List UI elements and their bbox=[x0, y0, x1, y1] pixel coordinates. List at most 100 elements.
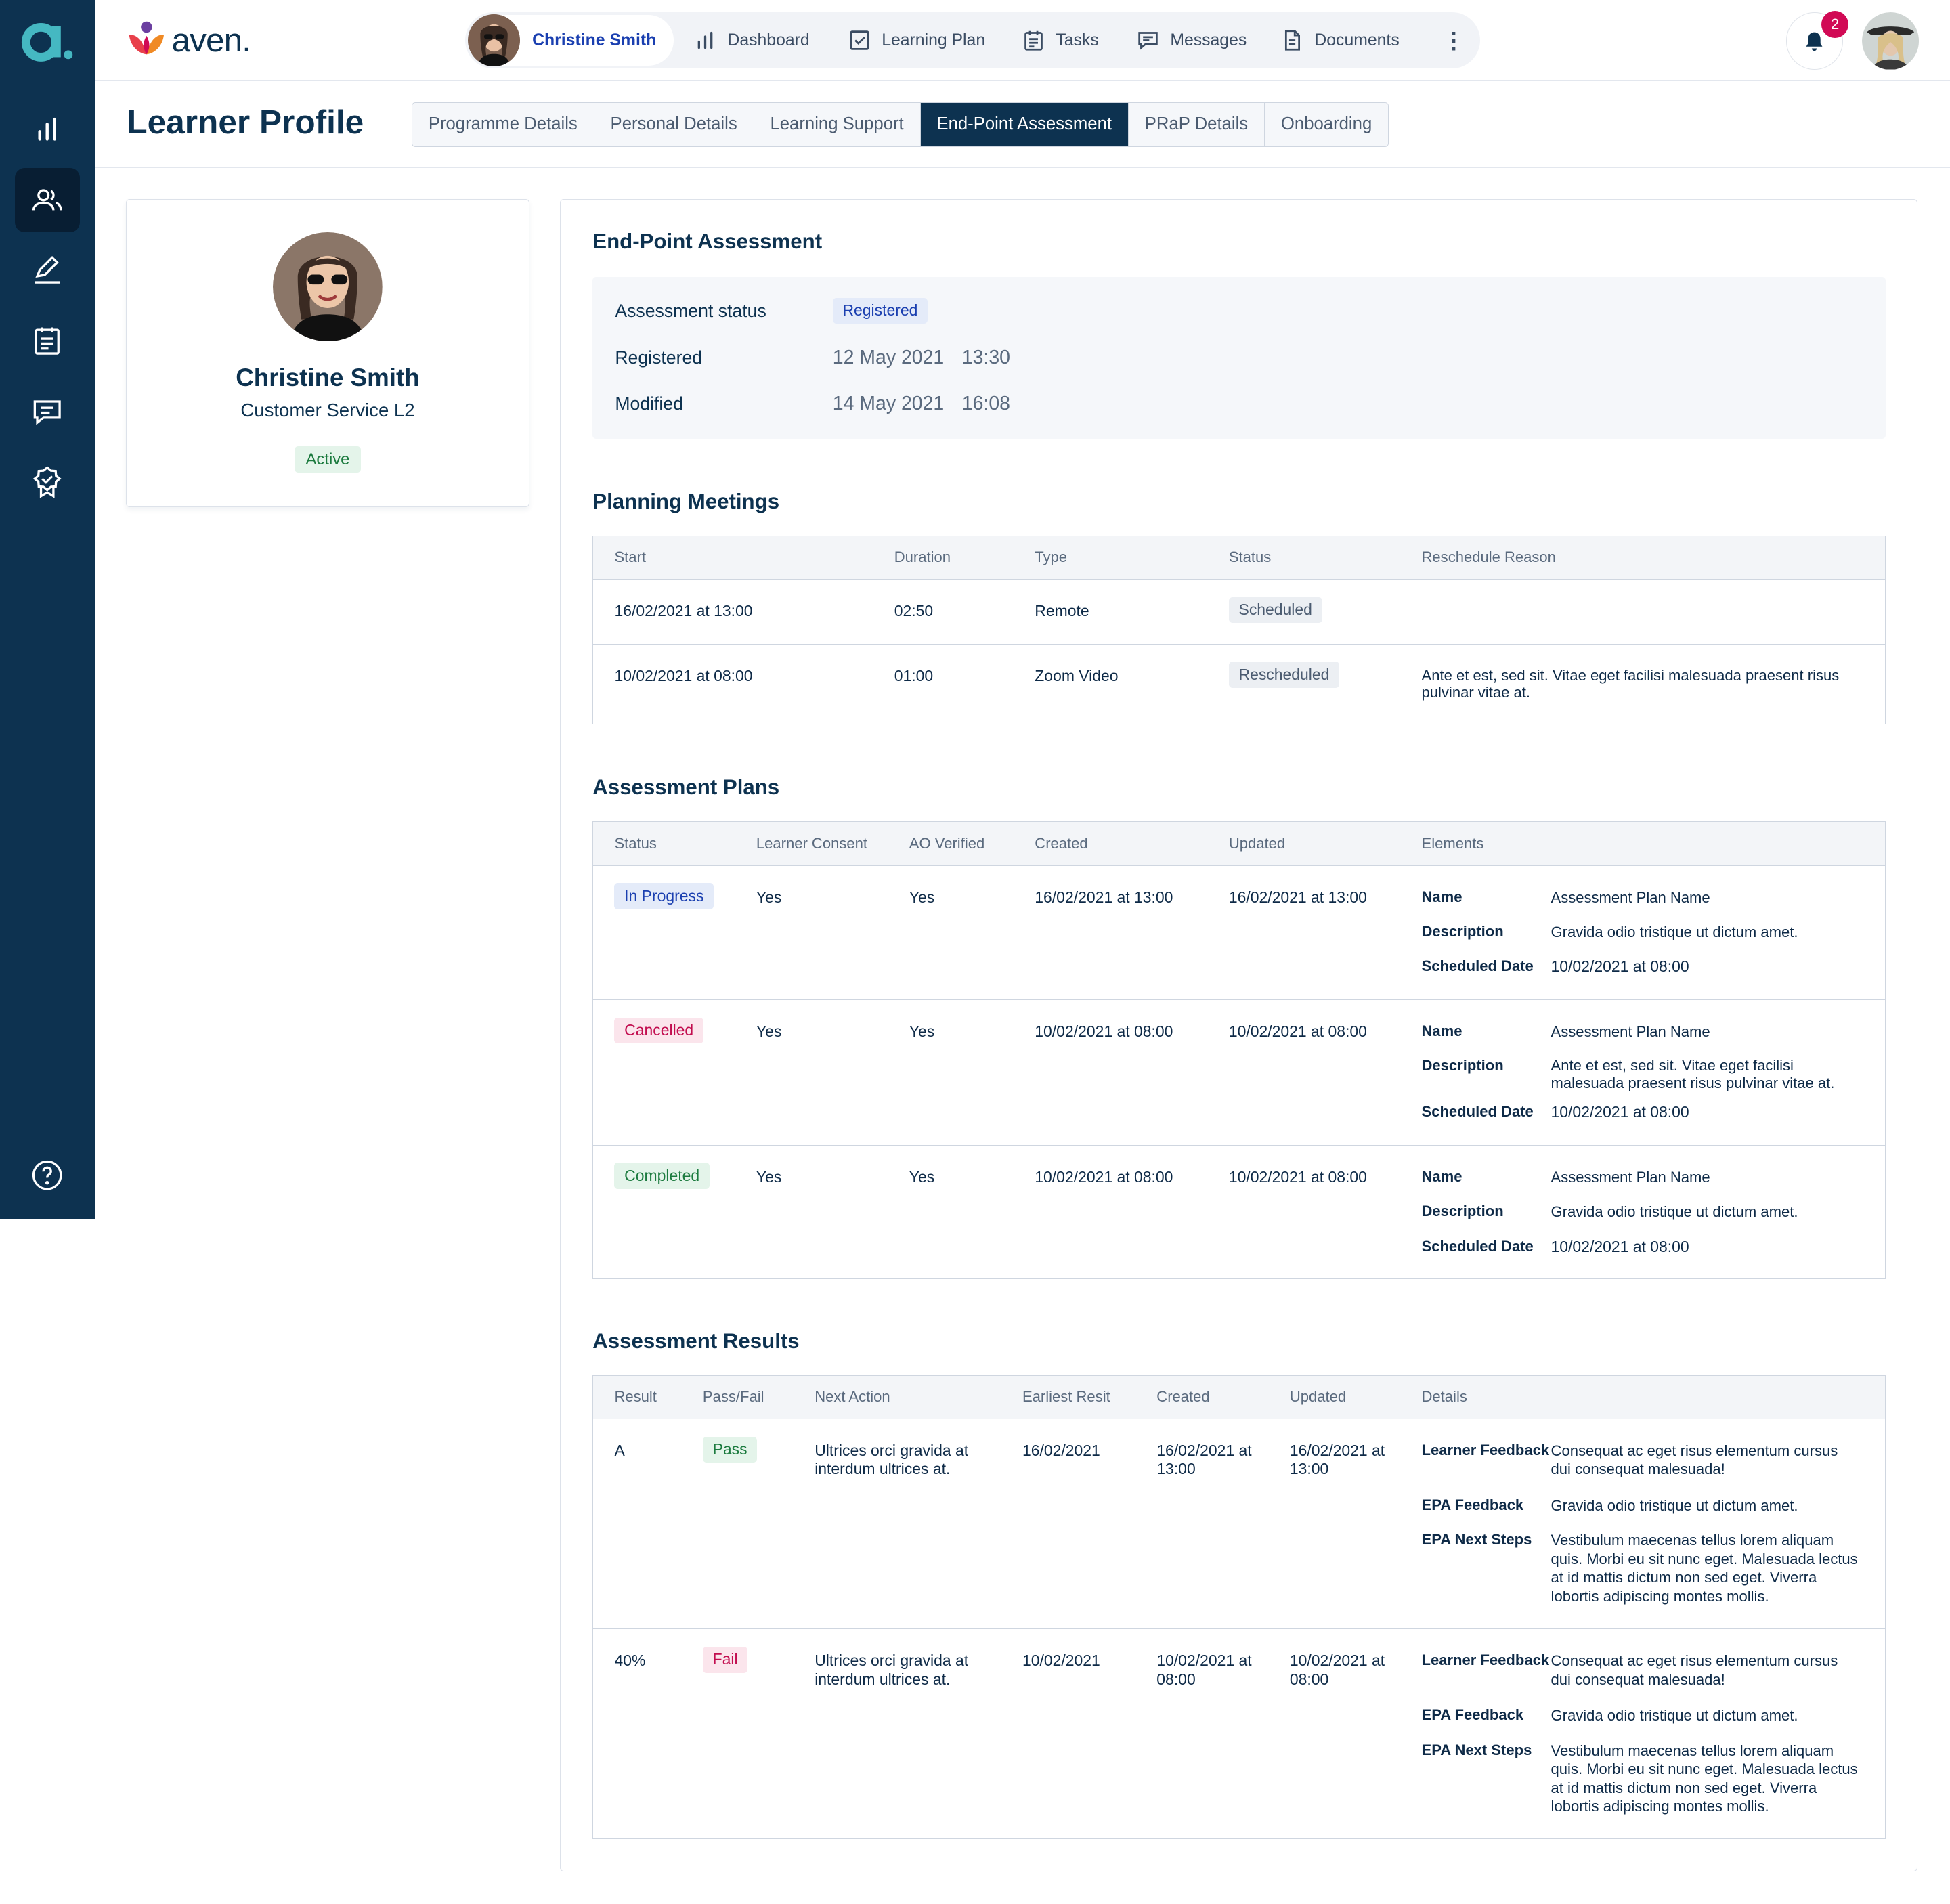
plan-verified: Yes bbox=[909, 1022, 935, 1040]
brand-name: aven. bbox=[171, 20, 251, 59]
nav-documents[interactable]: Documents bbox=[1281, 12, 1400, 68]
result-created: 10/02/2021 at 08:00 bbox=[1156, 1651, 1252, 1688]
element-value: 10/02/2021 at 08:00 bbox=[1551, 1103, 1689, 1121]
column-header: Details bbox=[1421, 1387, 1467, 1405]
award-icon bbox=[32, 466, 62, 498]
detail-value: Vestibulum maecenas tellus lorem aliquam… bbox=[1551, 1532, 1858, 1605]
nav-dashboard[interactable]: Dashboard bbox=[694, 12, 810, 68]
meeting-start: 10/02/2021 at 08:00 bbox=[614, 666, 753, 685]
document-icon bbox=[1284, 30, 1300, 51]
plan-updated: 10/02/2021 at 08:00 bbox=[1228, 1167, 1367, 1186]
plans-table: Status Learner Consent AO Verified Creat… bbox=[592, 821, 1886, 1280]
tab-programme-details[interactable]: Programme Details bbox=[412, 102, 594, 146]
planning-table: Start Duration Type Status Reschedule Re… bbox=[592, 535, 1886, 725]
detail-value: Consequat ac eget risus elementum cursus… bbox=[1551, 1652, 1838, 1688]
column-header: Updated bbox=[1289, 1387, 1347, 1405]
reschedule-reason: Ante et est, sed sit. Vitae eget facilis… bbox=[1421, 666, 1840, 701]
column-header: Pass/Fail bbox=[702, 1387, 764, 1405]
element-value: Assessment Plan Name bbox=[1551, 1168, 1710, 1186]
tab-onboarding[interactable]: Onboarding bbox=[1265, 102, 1389, 146]
clipboard-icon bbox=[1024, 30, 1043, 51]
plan-consent: Yes bbox=[756, 1167, 782, 1186]
tab-prap-details[interactable]: PRaP Details bbox=[1128, 102, 1265, 146]
element-value: 10/02/2021 at 08:00 bbox=[1551, 1237, 1689, 1255]
detail-value: Vestibulum maecenas tellus lorem aliquam… bbox=[1551, 1741, 1858, 1815]
notifications-button[interactable]: 2 bbox=[1785, 10, 1849, 70]
table-row[interactable]: In Progress Yes Yes 16/02/2021 at 13:00 … bbox=[593, 866, 1886, 1000]
tab-personal-details[interactable]: Personal Details bbox=[594, 102, 754, 146]
meeting-status-badge: Rescheduled bbox=[1228, 662, 1340, 688]
earliest-resit: 10/02/2021 bbox=[1022, 1651, 1100, 1670]
edit-icon bbox=[35, 255, 60, 284]
detail-label: Learner Feedback bbox=[1421, 1651, 1550, 1669]
column-header: Start bbox=[614, 548, 647, 566]
top-bar: aven. Christine Smith Dashboard bbox=[94, 0, 1950, 81]
column-header: Created bbox=[1156, 1387, 1210, 1405]
nav-learning-plan[interactable]: Learning Plan bbox=[848, 12, 985, 68]
aven-mark-icon[interactable] bbox=[21, 15, 73, 67]
column-header: Status bbox=[1228, 548, 1272, 566]
notification-badge: 2 bbox=[1821, 10, 1849, 39]
rail-learners-button[interactable] bbox=[15, 167, 80, 233]
detail-label: EPA Next Steps bbox=[1421, 1531, 1532, 1549]
rail-messages-button[interactable] bbox=[15, 379, 80, 444]
epa-panel: End-Point Assessment Assessment status R… bbox=[559, 198, 1918, 1872]
table-row[interactable]: 10/02/2021 at 08:00 01:00 Zoom Video Res… bbox=[593, 645, 1885, 724]
rail-awards-button[interactable] bbox=[15, 449, 80, 514]
plan-consent: Yes bbox=[756, 1022, 782, 1040]
learner-switcher[interactable]: Christine Smith bbox=[467, 14, 674, 67]
learners-icon bbox=[32, 189, 62, 211]
table-row[interactable]: 16/02/2021 at 13:00 02:50 Remote Schedul… bbox=[593, 580, 1886, 645]
column-header: Learner Consent bbox=[756, 834, 867, 852]
table-row[interactable]: 40% Fail Ultrices orci gravida at interd… bbox=[593, 1629, 1885, 1838]
tab-learning-support[interactable]: Learning Support bbox=[754, 102, 921, 146]
nav-messages[interactable]: Messages bbox=[1137, 12, 1247, 68]
column-header: AO Verified bbox=[909, 834, 985, 852]
table-row[interactable]: Completed Yes Yes 10/02/2021 at 08:00 10… bbox=[593, 1146, 1885, 1279]
detail-label: Learner Feedback bbox=[1421, 1441, 1550, 1458]
bar-chart-icon bbox=[697, 32, 713, 49]
tab-end-point-assessment[interactable]: End-Point Assessment bbox=[920, 102, 1129, 146]
table-header: Status Learner Consent AO Verified Creat… bbox=[593, 822, 1886, 866]
plan-consent: Yes bbox=[756, 888, 782, 906]
epa-heading: End-Point Assessment bbox=[592, 229, 823, 253]
nav-tasks[interactable]: Tasks bbox=[1022, 12, 1099, 68]
table-row[interactable]: Cancelled Yes Yes 10/02/2021 at 08:00 10… bbox=[593, 1000, 1886, 1146]
result-updated: 16/02/2021 at 13:00 bbox=[1289, 1441, 1385, 1478]
planning-heading: Planning Meetings bbox=[592, 489, 780, 513]
current-user-avatar[interactable] bbox=[1861, 12, 1920, 70]
element-label: Name bbox=[1421, 1022, 1462, 1039]
rail-reports-button[interactable] bbox=[15, 97, 80, 162]
page-title: Learner Profile bbox=[127, 102, 364, 141]
rail-edit-button[interactable] bbox=[15, 238, 80, 303]
next-action: Ultrices orci gravida at interdum ultric… bbox=[815, 1651, 969, 1688]
meeting-duration: 01:00 bbox=[894, 666, 934, 685]
modified-label: Modified bbox=[615, 393, 683, 414]
checkbox-icon bbox=[849, 30, 869, 50]
element-label: Name bbox=[1421, 1167, 1462, 1185]
detail-value: Gravida odio tristique ut dictum amet. bbox=[1551, 1707, 1798, 1725]
element-value: Assessment Plan Name bbox=[1551, 888, 1710, 906]
plan-updated: 16/02/2021 at 13:00 bbox=[1228, 888, 1367, 906]
element-value: Ante et est, sed sit. Vitae eget facilis… bbox=[1551, 1057, 1835, 1092]
element-label: Description bbox=[1421, 1057, 1504, 1075]
plans-heading: Assessment Plans bbox=[592, 775, 780, 800]
brand[interactable]: aven. bbox=[127, 20, 251, 60]
column-header: Created bbox=[1035, 834, 1088, 852]
chat-icon bbox=[1138, 32, 1158, 50]
column-header: Next Action bbox=[815, 1387, 890, 1405]
earliest-resit: 16/02/2021 bbox=[1022, 1441, 1100, 1459]
learner-avatar bbox=[467, 14, 520, 67]
side-rail bbox=[0, 0, 95, 1219]
kebab-icon[interactable]: ⋮ bbox=[1442, 28, 1465, 54]
element-label: Description bbox=[1421, 1203, 1504, 1220]
table-row[interactable]: A Pass Ultrices orci gravida at interdum… bbox=[593, 1419, 1886, 1630]
rail-help-button[interactable] bbox=[15, 1143, 80, 1208]
modified-time: 16:08 bbox=[961, 392, 1010, 414]
registered-date: 12 May 2021 bbox=[832, 346, 945, 368]
plan-status-badge: Completed bbox=[614, 1163, 710, 1190]
pass-fail-badge: Fail bbox=[702, 1646, 748, 1673]
plan-status-badge: In Progress bbox=[614, 883, 714, 909]
rail-tasks-button[interactable] bbox=[15, 309, 80, 374]
main-nav: Christine Smith Dashboard Learning Plan … bbox=[464, 12, 1480, 68]
